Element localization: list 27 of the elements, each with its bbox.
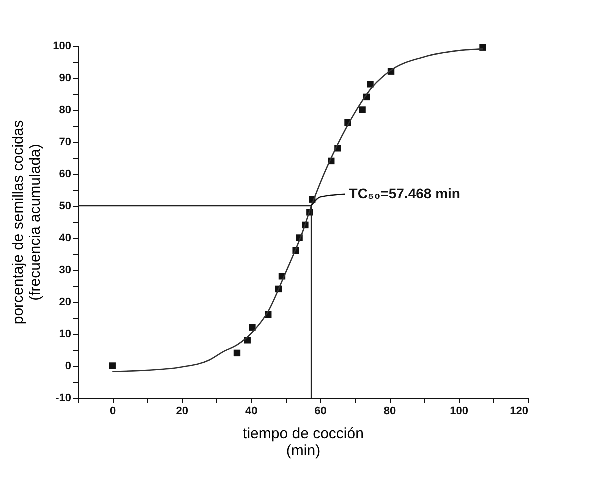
y-tick-label: 40 [59,232,72,244]
y-tick-label: 90 [59,72,72,84]
y-tick-label: 30 [59,264,72,276]
y-axis-title: porcentaje de semillas cocidas (frecuencia acumulada) [10,120,44,325]
y-tick-label: 0 [65,360,72,372]
point [109,362,116,370]
x-tick-label: 60 [314,406,327,418]
point [234,350,241,357]
y-tick-label: 70 [59,136,72,148]
x-tick-label: 80 [384,406,396,418]
x-tick-label: 120 [510,406,528,418]
y-tick-label: 100 [53,40,72,52]
x-axis-title: tiempo de cocción (min) [243,426,364,460]
y-tick-label: 10 [59,328,72,340]
annotation: TC₅₀=57.468 min [349,185,460,202]
x-tick-label: 40 [245,406,258,418]
x-tick-label: 100 [450,406,468,418]
y-tick-label: 60 [59,168,72,180]
x-tick-label: 0 [110,406,116,418]
point [249,324,256,331]
y-tick-label: 80 [59,104,72,116]
point [367,81,374,88]
y-tick-label: 50 [59,200,72,212]
y-tick-label: 20 [59,296,72,308]
y-tick-label: -10 [56,392,72,404]
point [359,106,366,114]
x-tick-label: 20 [176,406,188,418]
